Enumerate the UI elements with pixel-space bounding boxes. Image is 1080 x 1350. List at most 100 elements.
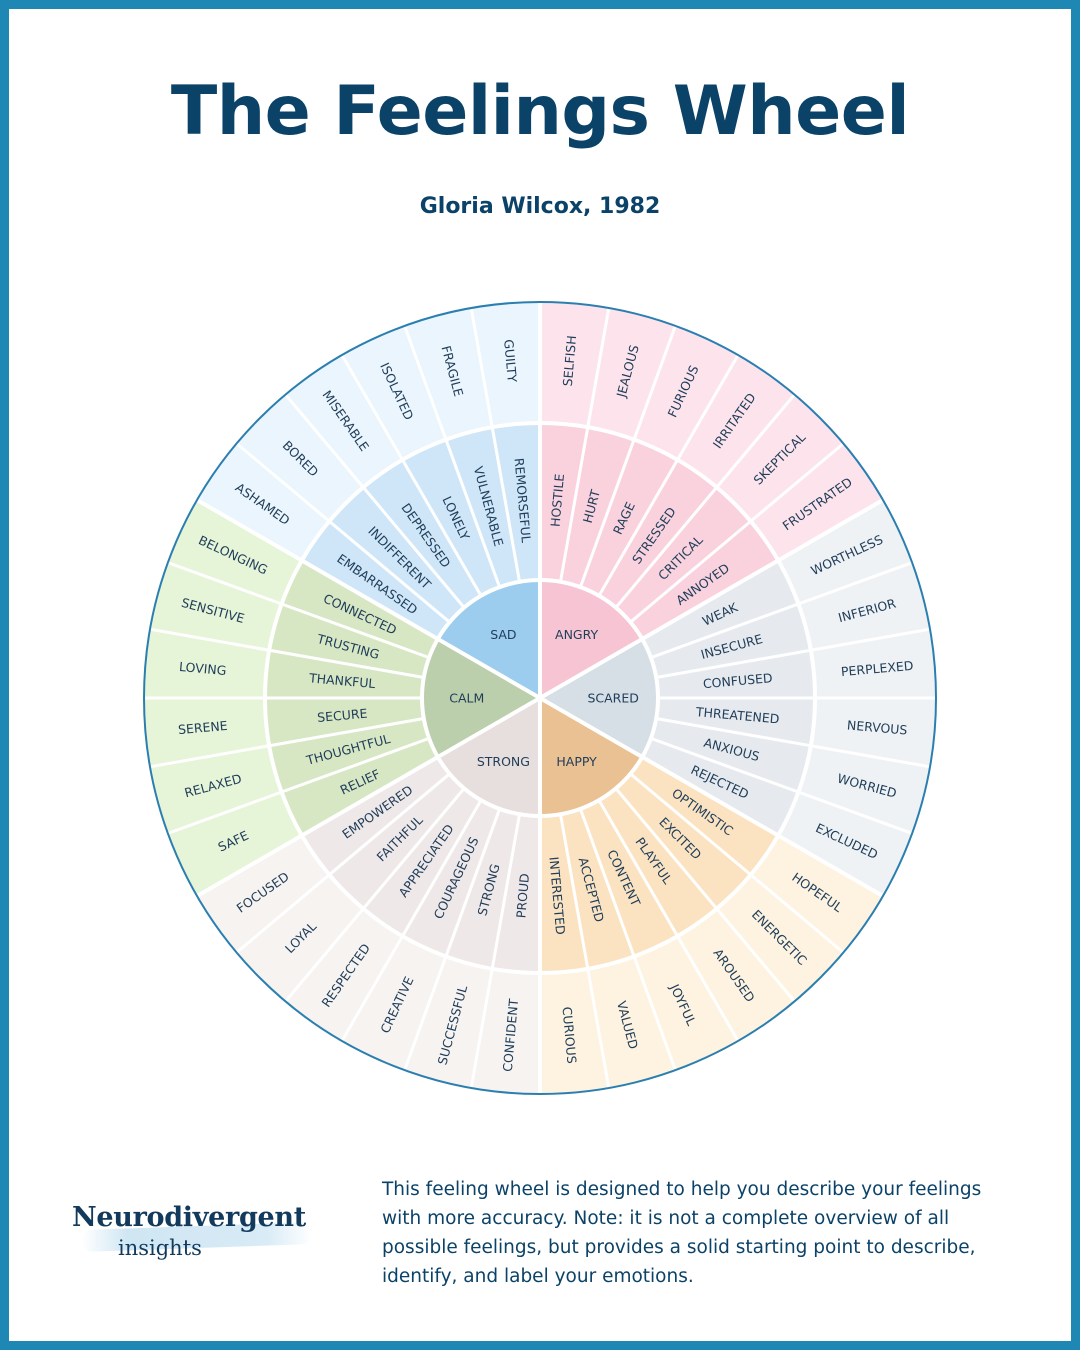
middle-cell-connected <box>281 560 438 658</box>
outer-cell-nervous <box>810 698 936 767</box>
cell-divider <box>149 627 425 679</box>
outer-cell-loyal <box>236 874 364 1002</box>
outer-cell-serene <box>144 698 270 767</box>
middle-label-hostile: HOSTILE <box>548 473 568 528</box>
middle-cell-indifferent <box>329 487 465 623</box>
outer-cell-relaxed <box>150 745 282 834</box>
middle-cell-rejected <box>642 738 799 836</box>
middle-cell-thoughtful <box>269 718 430 793</box>
outer-label-serene: SERENE <box>177 718 228 737</box>
wheel-fills <box>144 302 936 1094</box>
middle-cell-strong <box>445 808 520 969</box>
middle-cell-interested <box>540 814 588 973</box>
middle-label-remorseful: REMORSEFUL <box>512 457 534 543</box>
outer-cell-valued <box>587 956 676 1088</box>
outer-cell-worthless <box>778 500 913 604</box>
cell-divider <box>597 799 740 1042</box>
segment-divider <box>196 696 542 898</box>
cell-divider <box>340 354 483 597</box>
cell-divider <box>149 717 425 769</box>
outer-cell-selfish <box>540 302 609 428</box>
brand-name: Neurodivergent <box>72 1202 306 1233</box>
cell-divider <box>559 307 611 583</box>
outer-cell-isolated <box>342 325 446 460</box>
cell-divider <box>167 736 430 835</box>
cell-divider <box>403 325 502 588</box>
middle-cell-trusting <box>269 603 430 678</box>
cell-divider <box>235 442 451 624</box>
middle-cell-thankful <box>265 650 424 698</box>
middle-cell-empowered <box>301 757 450 875</box>
middle-label-confused: CONFUSED <box>702 670 773 691</box>
middle-cell-critical <box>615 487 751 623</box>
middle-cell-rage <box>580 439 678 596</box>
middle-cell-remorseful <box>492 423 540 582</box>
middle-cell-proud <box>492 814 540 973</box>
middle-label-thankful: THANKFUL <box>308 670 377 691</box>
core-label-calm: CALM <box>449 691 484 706</box>
page-title: The Feelings Wheel <box>170 72 910 151</box>
outer-cell-loving <box>144 629 270 698</box>
segment-divider <box>196 498 542 700</box>
outer-cell-safe <box>167 792 302 896</box>
core-label-happy: HAPPY <box>556 754 597 769</box>
cell-divider <box>655 627 931 679</box>
outer-cell-inferior <box>798 562 930 651</box>
outer-cell-respected <box>285 908 403 1041</box>
outer-cell-fragile <box>404 308 493 440</box>
wheel-rim <box>143 301 937 1095</box>
cell-divider <box>655 717 931 769</box>
middle-cell-excited <box>615 773 751 909</box>
cell-divider <box>284 393 466 609</box>
outer-cell-guilty <box>471 302 540 428</box>
cell-divider <box>650 561 913 660</box>
middle-cell-stressed <box>599 459 717 608</box>
cell-divider <box>650 736 913 835</box>
middle-cell-depressed <box>363 459 481 608</box>
outer-cell-jealous <box>587 308 676 440</box>
outer-cell-irritated <box>677 355 795 488</box>
middle-cell-weak <box>642 560 799 658</box>
cell-divider <box>578 808 677 1071</box>
outer-label-loving: LOVING <box>179 659 228 678</box>
outer-cell-miserable <box>285 355 403 488</box>
cell-divider <box>235 772 451 954</box>
outer-cell-joyful <box>634 936 738 1071</box>
brand-subname: insights <box>118 1236 202 1260</box>
outer-cell-worried <box>798 745 930 834</box>
middle-label-proud: PROUD <box>513 873 532 919</box>
segment-divider <box>538 498 884 700</box>
middle-ring-divider <box>263 421 817 975</box>
middle-cell-content <box>580 800 678 957</box>
cell-divider <box>578 325 677 588</box>
cell-divider <box>469 813 521 1089</box>
outer-cell-curious <box>540 968 609 1094</box>
core-label-strong: STRONG <box>477 754 530 769</box>
middle-cell-threatened <box>656 698 816 746</box>
outer-label-confident: CONFIDENT <box>500 998 521 1073</box>
cell-divider <box>629 442 845 624</box>
outer-cell-aroused <box>677 908 795 1041</box>
wheel-dividers <box>144 302 936 1094</box>
middle-cell-confused <box>656 650 816 698</box>
outer-cell-hopeful <box>750 835 883 953</box>
middle-cell-faithful <box>329 773 465 909</box>
cell-divider <box>403 808 502 1071</box>
cell-divider <box>559 813 611 1089</box>
segment-divider <box>538 696 884 898</box>
middle-cell-annoyed <box>630 521 779 639</box>
middle-cell-embarrassed <box>301 521 450 639</box>
middle-cell-hostile <box>540 423 588 582</box>
cell-divider <box>469 307 521 583</box>
outer-label-selfish: SELFISH <box>560 335 579 387</box>
middle-label-interested: INTERESTED <box>546 856 568 935</box>
middle-cell-courageous <box>402 800 500 957</box>
outer-cell-focused <box>197 835 330 953</box>
cell-divider <box>167 561 430 660</box>
outer-cell-perplexed <box>810 629 936 698</box>
middle-cell-relief <box>281 738 438 836</box>
outer-cell-frustrated <box>750 443 883 561</box>
outer-cell-furious <box>634 325 738 460</box>
middle-cell-hurt <box>560 427 635 588</box>
core-segment-calm <box>421 639 540 757</box>
